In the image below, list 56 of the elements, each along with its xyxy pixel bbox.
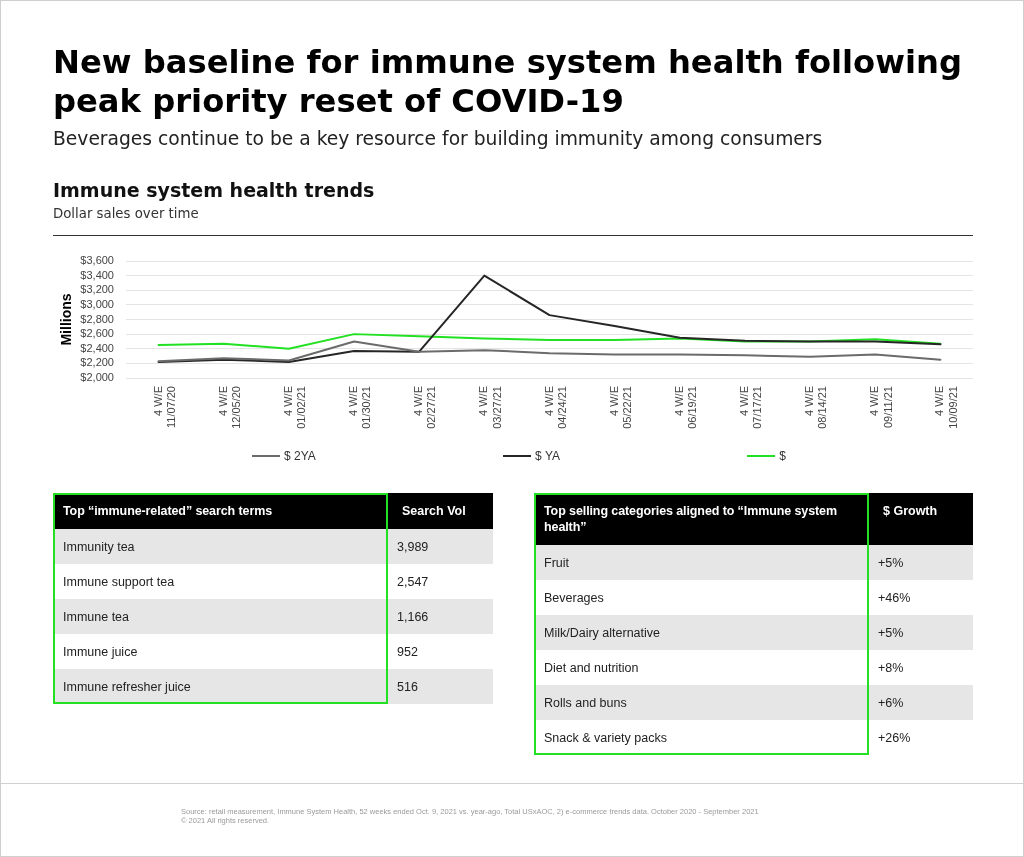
text: 3,989: [397, 539, 429, 554]
chart-title: Immune system health trends: [53, 179, 375, 201]
y-tick-label: $3,600: [80, 254, 114, 267]
text: Top selling categories aligned to “Immune system health”: [543, 503, 838, 536]
legend-label: $ 2YA: [284, 448, 316, 464]
x-tick-label: 4 W/E 09/11/21: [868, 386, 894, 429]
category-label: Beverages: [543, 590, 605, 605]
category-label: Rolls and buns: [543, 695, 628, 710]
y-tick-label: $3,000: [80, 297, 114, 310]
category-label: Milk/Dairy alternative: [543, 625, 661, 640]
y-tick-label: $2,200: [80, 356, 114, 369]
text: 2,547: [397, 574, 429, 589]
text: +6%: [878, 695, 904, 710]
y-tick-label: $3,200: [80, 283, 114, 296]
category-label: Immune juice: [62, 644, 139, 659]
x-tick-label: 4 W/E 02/27/21: [412, 386, 438, 429]
chart-subtitle: Dollar sales over time: [53, 206, 199, 222]
text: 952: [397, 644, 418, 659]
x-tick-label: 4 W/E 01/30/21: [347, 386, 373, 429]
x-tick-label: 4 W/E 11/07/20: [151, 386, 177, 429]
category-label: Diet and nutrition: [543, 660, 640, 675]
x-tick-label: 4 W/E 07/17/21: [737, 386, 764, 429]
y-tick-label: $2,400: [80, 341, 114, 354]
x-tick-label: 4 W/E 06/19/21: [672, 386, 699, 429]
x-tick-label: 4 W/E 10/09/21: [933, 386, 959, 429]
text: +26%: [878, 730, 911, 745]
text: +8%: [878, 660, 904, 675]
x-tick-label: 4 W/E 01/02/21: [281, 386, 308, 429]
text: New baseline for immune system health following peak priority reset of COVID-19: [53, 43, 963, 121]
x-tick-label: 4 W/E 03/27/21: [477, 386, 503, 429]
category-label: Immune support tea: [62, 574, 176, 589]
x-tick-label: 4 W/E 05/22/21: [607, 386, 633, 429]
text: $ Growth: [882, 503, 939, 520]
legend-label: $ YA: [535, 448, 561, 464]
text: Beverages continue to be a key resource for building immunity among consumers: [53, 128, 824, 150]
y-tick-label: $2,000: [80, 371, 114, 384]
y-axis-title: Millions: [58, 293, 75, 346]
text: +5%: [878, 625, 904, 640]
legend-label: $: [779, 448, 786, 464]
y-tick-label: $3,400: [80, 268, 114, 281]
text: 516: [397, 679, 418, 694]
x-tick-label: 4 W/E 04/24/21: [542, 386, 568, 429]
y-tick-label: $2,800: [80, 312, 114, 325]
category-label: Immunity tea: [62, 539, 136, 554]
text: +5%: [878, 555, 904, 570]
y-tick-label: $2,600: [80, 327, 114, 340]
text: 1,166: [397, 609, 429, 624]
text: +46%: [878, 590, 911, 605]
category-label: Snack & variety packs: [543, 730, 668, 745]
text: Top “immune-related” search terms: [62, 503, 274, 520]
text: Search Vol: [401, 503, 467, 520]
x-tick-label: 4 W/E 12/05/20: [216, 386, 242, 429]
category-label: Immune tea: [62, 609, 130, 624]
category-label: Immune refresher juice: [62, 679, 192, 694]
category-label: Fruit: [543, 555, 570, 570]
x-tick-label: 4 W/E 08/14/21: [803, 386, 829, 429]
